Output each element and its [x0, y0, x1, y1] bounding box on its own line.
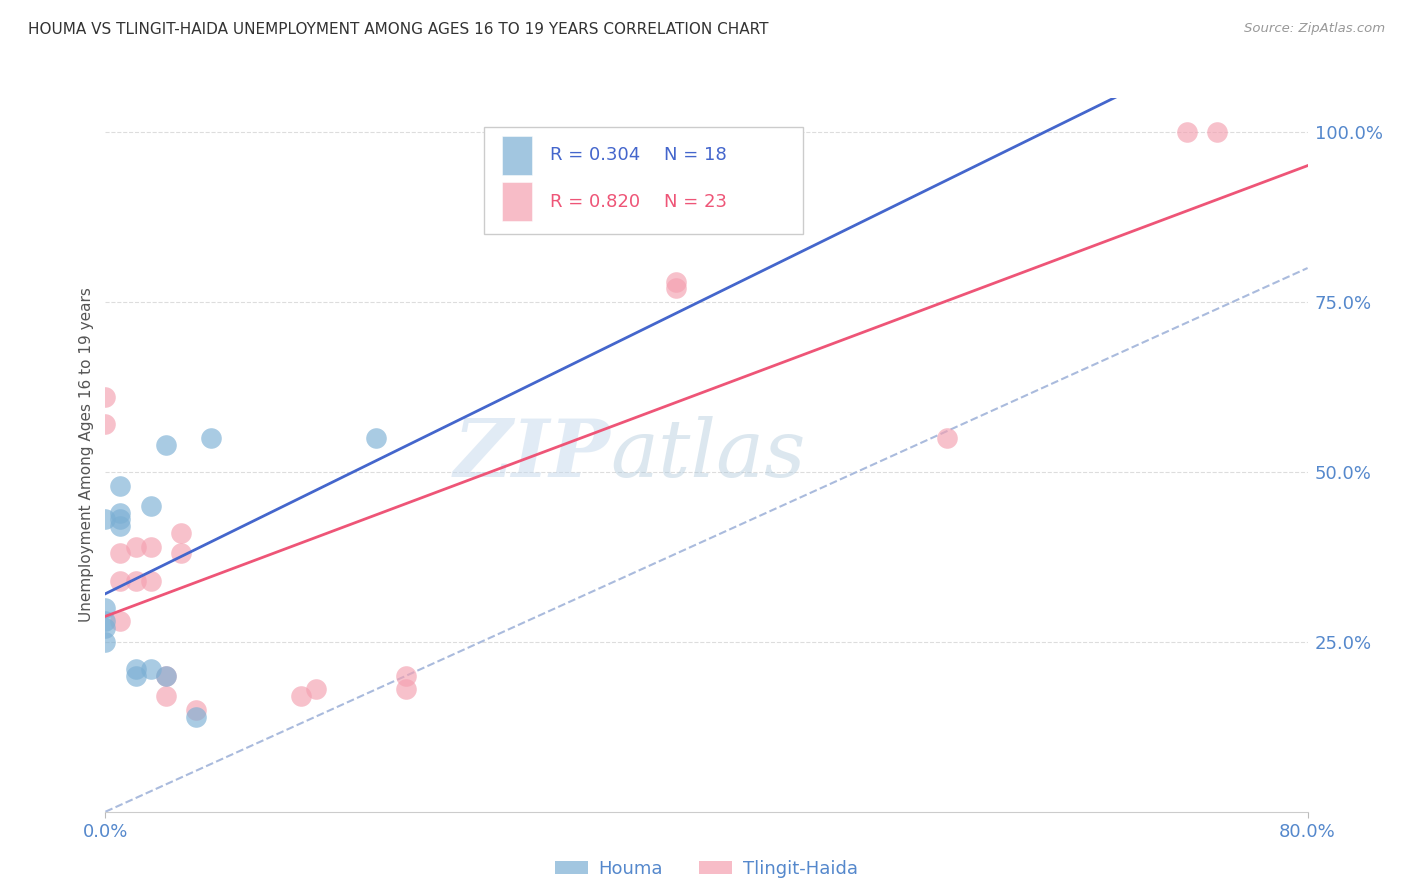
Point	[124, 540, 146, 554]
Point	[139, 499, 162, 513]
Y-axis label: Unemployment Among Ages 16 to 19 years: Unemployment Among Ages 16 to 19 years	[79, 287, 94, 623]
Point	[139, 574, 162, 588]
Point	[110, 506, 132, 520]
Text: ZIP: ZIP	[454, 417, 610, 493]
Point	[110, 519, 132, 533]
Bar	[502, 136, 533, 175]
Point	[110, 574, 132, 588]
Point	[155, 669, 177, 683]
Point	[305, 682, 328, 697]
Point	[94, 600, 117, 615]
Point	[169, 526, 191, 541]
Point	[1175, 125, 1198, 139]
Point	[94, 417, 117, 432]
Point	[155, 438, 177, 452]
Point	[395, 669, 418, 683]
Text: HOUMA VS TLINGIT-HAIDA UNEMPLOYMENT AMONG AGES 16 TO 19 YEARS CORRELATION CHART: HOUMA VS TLINGIT-HAIDA UNEMPLOYMENT AMON…	[28, 22, 769, 37]
Point	[110, 615, 132, 629]
Point	[124, 669, 146, 683]
Text: N = 23: N = 23	[665, 193, 727, 211]
Point	[155, 669, 177, 683]
Point	[395, 682, 418, 697]
Legend: Houma, Tlingit-Haida: Houma, Tlingit-Haida	[548, 853, 865, 885]
Point	[94, 635, 117, 649]
Point	[1206, 125, 1229, 139]
Point	[364, 431, 387, 445]
Text: atlas: atlas	[610, 417, 806, 493]
Point	[665, 281, 688, 295]
Point	[169, 546, 191, 560]
Point	[110, 546, 132, 560]
Point	[94, 512, 117, 526]
Text: R = 0.304: R = 0.304	[550, 146, 641, 164]
Point	[94, 390, 117, 404]
Point	[139, 540, 162, 554]
Point	[184, 709, 207, 723]
Point	[936, 431, 959, 445]
Point	[200, 431, 222, 445]
Text: R = 0.820: R = 0.820	[550, 193, 640, 211]
Point	[155, 689, 177, 703]
Point	[110, 478, 132, 492]
Bar	[502, 182, 533, 221]
Point	[124, 662, 146, 676]
Point	[110, 512, 132, 526]
Point	[665, 275, 688, 289]
Point	[139, 662, 162, 676]
Point	[290, 689, 312, 703]
FancyBboxPatch shape	[484, 127, 803, 234]
Point	[94, 621, 117, 635]
Point	[124, 574, 146, 588]
Text: N = 18: N = 18	[665, 146, 727, 164]
Text: Source: ZipAtlas.com: Source: ZipAtlas.com	[1244, 22, 1385, 36]
Point	[184, 703, 207, 717]
Point	[94, 615, 117, 629]
